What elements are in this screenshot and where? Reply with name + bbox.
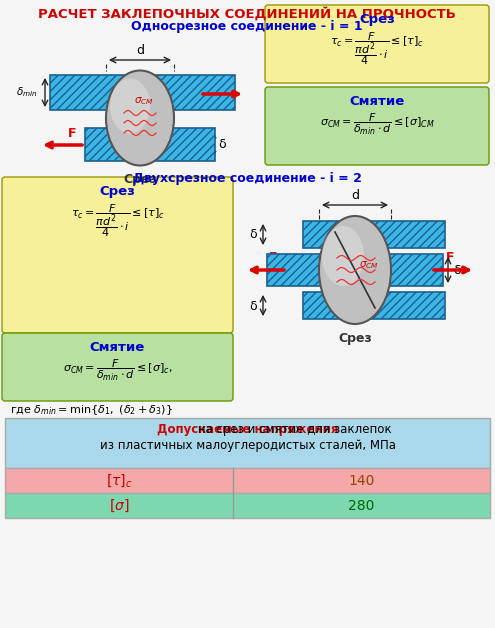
Text: $\sigma_{CM}$: $\sigma_{CM}$ (359, 259, 379, 271)
Text: δ: δ (249, 300, 257, 313)
Text: $\delta_{min}$: $\delta_{min}$ (16, 85, 38, 99)
Text: δ: δ (453, 264, 461, 276)
Text: $\tau_c = \dfrac{F}{\dfrac{\pi d^2}{4} \cdot i} \leq [\tau]_c$: $\tau_c = \dfrac{F}{\dfrac{\pi d^2}{4} \… (71, 202, 164, 239)
Text: Допускаемые напряжения: Допускаемые напряжения (157, 423, 338, 436)
Bar (85, 128, 215, 161)
Text: РАСЧЕТ ЗАКЛЕПОЧНЫХ СОЕДИНЕНИЙ НА ПРОЧНОСТЬ: РАСЧЕТ ЗАКЛЕПОЧНЫХ СОЕДИНЕНИЙ НА ПРОЧНОС… (38, 7, 456, 21)
Text: $\tau_c = \dfrac{F}{\dfrac{\pi d^2}{4} \cdot i} \leq [\tau]_c$: $\tau_c = \dfrac{F}{\dfrac{\pi d^2}{4} \… (330, 30, 424, 67)
Bar (303, 221, 445, 248)
Text: δ: δ (249, 227, 257, 241)
Text: где $\delta_{min} = \min\{\delta_1,\ (\delta_2 + \delta_3)\}$: где $\delta_{min} = \min\{\delta_1,\ (\d… (10, 403, 173, 417)
Text: $\sigma_{CM} = \dfrac{F}{\delta_{min} \cdot d} \leq [\sigma]_c,$: $\sigma_{CM} = \dfrac{F}{\delta_{min} \c… (63, 358, 172, 383)
Text: Односрезное соединение - i = 1: Односрезное соединение - i = 1 (131, 20, 363, 33)
Text: Смятие: Смятие (90, 341, 145, 354)
Text: F: F (269, 251, 277, 264)
Text: d: d (136, 44, 144, 57)
Text: d: d (351, 189, 359, 202)
Ellipse shape (322, 226, 364, 286)
Bar (5, 493, 490, 518)
Bar (303, 292, 445, 319)
Text: из пластичных малоуглеродистых сталей, МПа: из пластичных малоуглеродистых сталей, М… (99, 440, 396, 453)
FancyBboxPatch shape (265, 87, 489, 165)
Ellipse shape (106, 70, 174, 166)
Text: $\sigma_{CM}$: $\sigma_{CM}$ (134, 95, 154, 107)
FancyBboxPatch shape (2, 333, 233, 401)
Text: F: F (446, 251, 454, 264)
Bar (5, 418, 490, 468)
Text: Срез: Срез (338, 332, 372, 345)
Text: $\sigma_{CM} = \dfrac{F}{\delta_{min} \cdot d} \leq [\sigma]_{CM}$: $\sigma_{CM} = \dfrac{F}{\delta_{min} \c… (320, 112, 434, 138)
Ellipse shape (319, 216, 391, 324)
Text: Двухсрезное соединение - i = 2: Двухсрезное соединение - i = 2 (133, 172, 361, 185)
Text: $[\sigma]$: $[\sigma]$ (109, 498, 129, 514)
Text: Срез: Срез (99, 185, 136, 198)
Text: $[\tau]_c$: $[\tau]_c$ (106, 473, 132, 489)
Text: Смятие: Смятие (349, 95, 404, 108)
Bar (50, 75, 235, 110)
FancyBboxPatch shape (265, 5, 489, 83)
Text: на срез и смятие для заклепок: на срез и смятие для заклепок (103, 423, 392, 436)
Text: δ: δ (218, 139, 226, 151)
Text: Срез: Срез (123, 173, 157, 186)
Bar (5, 468, 490, 493)
Text: F: F (206, 75, 214, 88)
Bar (267, 254, 443, 286)
Text: 140: 140 (348, 474, 375, 488)
Ellipse shape (110, 78, 150, 134)
Text: Срез: Срез (359, 13, 395, 26)
FancyBboxPatch shape (2, 177, 233, 333)
Text: F: F (68, 127, 76, 140)
Text: 280: 280 (348, 499, 375, 513)
